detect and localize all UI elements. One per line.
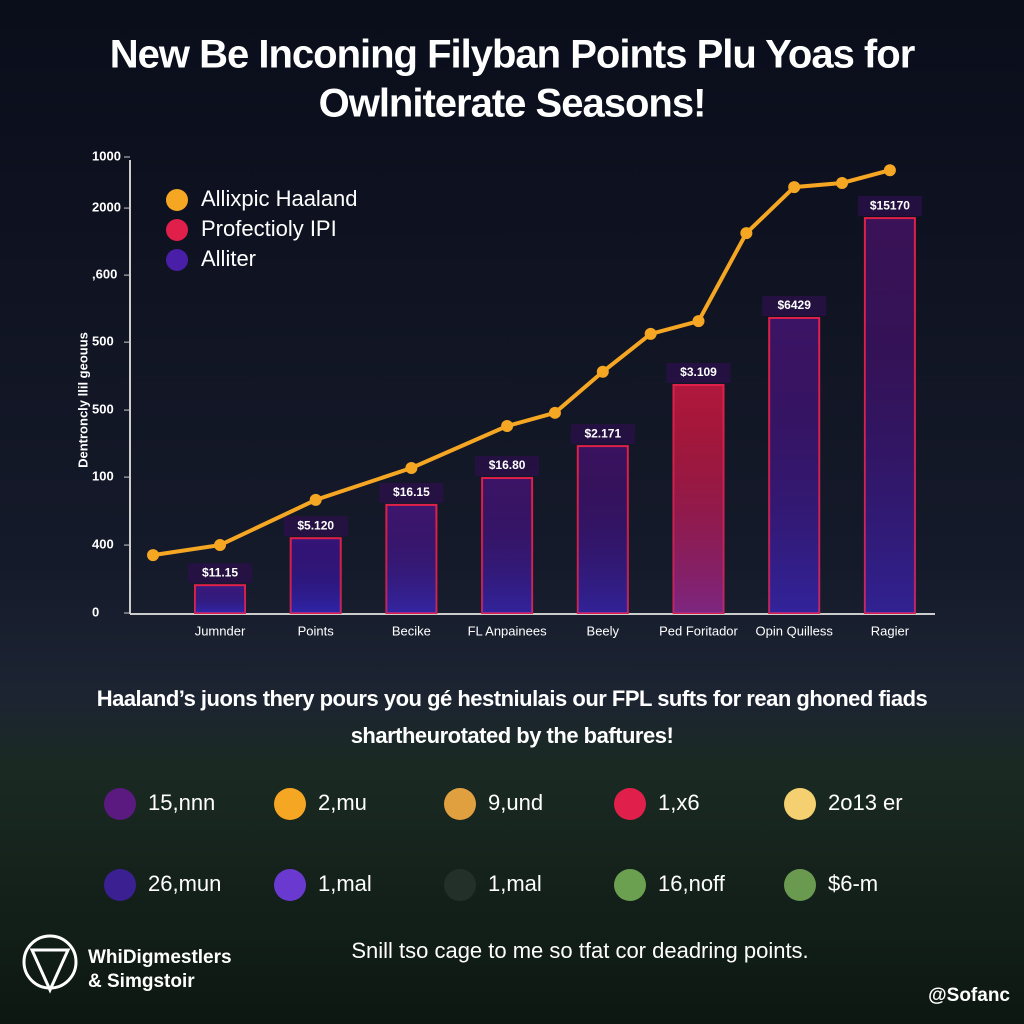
bar-glow [864,218,915,613]
stat-label: 1,x6 [658,790,700,815]
legend-label: Allixpic Haaland [201,186,358,211]
legend-label: Alliter [201,246,256,271]
x-tick-label: Points [298,623,335,638]
line-point [548,406,561,419]
bar-glow [482,478,533,613]
bar-tag: $5.120 [297,518,334,532]
bar-glow [386,504,437,613]
caption: shartheurotated by the baftures! [351,723,674,748]
stat-dot [444,869,476,901]
y-tick-label: 500 [92,334,114,349]
stat-label: 26,mun [148,871,221,896]
title-line: Owlniterate Seasons! [319,82,706,126]
bar-glow [673,385,724,613]
stat-label: 2o13 er [828,790,903,815]
stat-label: 9,und [488,790,543,815]
stat-label: 2,mu [318,790,367,815]
bar-tag-bg [666,363,731,383]
line-point [788,181,801,194]
line-point [692,315,705,328]
bar-tag: $16.15 [393,485,430,499]
bar-tag-bg [475,456,540,477]
bar-glow [195,585,245,613]
legend-label: Profectioly IPI [201,216,337,241]
legend-swatch [166,249,188,271]
x-tick-label: Opin Quilless [756,623,834,638]
y-tick-label: 500 [92,402,114,417]
bar-tag-bg [570,424,635,445]
bar-tag: $16.80 [489,458,526,472]
bar-tag: $15170 [870,198,910,212]
stat-dot [104,869,136,901]
x-tick-label: FL Anpainees [468,623,548,638]
brand: & Simgstoir [88,971,195,992]
handle: @Sofanc [928,985,1010,1006]
stat-dot [104,788,136,820]
y-tick-label: 100 [92,469,114,484]
bar-glow [290,538,341,613]
x-tick-label: Ped Foritador [659,623,738,638]
line-point [214,539,226,552]
stat-label: 1,mal [488,871,542,896]
bar-glow [769,317,820,613]
bar-tag: $6429 [778,298,812,312]
line-point [836,176,849,189]
stat-label: 16,noff [658,871,726,896]
bar-tag: $2.171 [584,426,621,440]
caption: Haaland’s juons thery pours you gé hestn… [97,686,928,711]
logo [22,934,78,994]
bar-tag: $11.15 [202,565,238,579]
bar-tag: $3.109 [680,365,717,379]
legend-swatch [166,189,188,211]
stat-dot [784,869,816,901]
y-tick-label: 400 [92,536,114,551]
bar-glow [577,446,628,613]
stat-dot [274,788,306,820]
stat-label: 15,nnn [148,790,215,815]
stat-dot [784,788,816,820]
bar-tag-bg [283,516,348,537]
line-point [740,227,753,240]
title-line: New Be Inconing Filyban Points Plu Yoas … [110,33,915,77]
y-tick-label: 1000 [92,148,121,163]
line-point [309,493,322,506]
stat-label: 1,mal [318,871,372,896]
brand: WhiDigmestlers [88,947,232,968]
bar-tag-bg [762,295,827,316]
stat-label: $6-m [828,871,878,896]
line-point [644,327,657,340]
x-tick-label: Jumnder [195,623,246,638]
y-axis-label: Dentroncly llil geouus [75,332,90,468]
stat-dot [614,788,646,820]
line-point [883,164,896,177]
bar-tag-bg [857,196,922,217]
y-tick-label: 0 [92,604,99,619]
line-point [405,461,418,474]
x-tick-label: Beely [587,623,620,638]
bar-tag-bg [188,563,252,584]
bar-tag-bg [379,482,444,503]
line-point [147,549,160,562]
line-point [501,420,514,433]
legend-swatch [166,219,188,241]
x-tick-label: Ragier [871,623,910,638]
stat-dot [614,869,646,901]
stat-dot [274,869,306,901]
x-tick-label: Becike [392,623,431,638]
y-tick-label: 2000 [92,200,121,215]
line-point [596,365,609,378]
footer-text: Snill tso cage to me so tfat cor deadrin… [351,938,808,963]
stat-dot [444,788,476,820]
y-tick-label: ,600 [92,267,117,282]
